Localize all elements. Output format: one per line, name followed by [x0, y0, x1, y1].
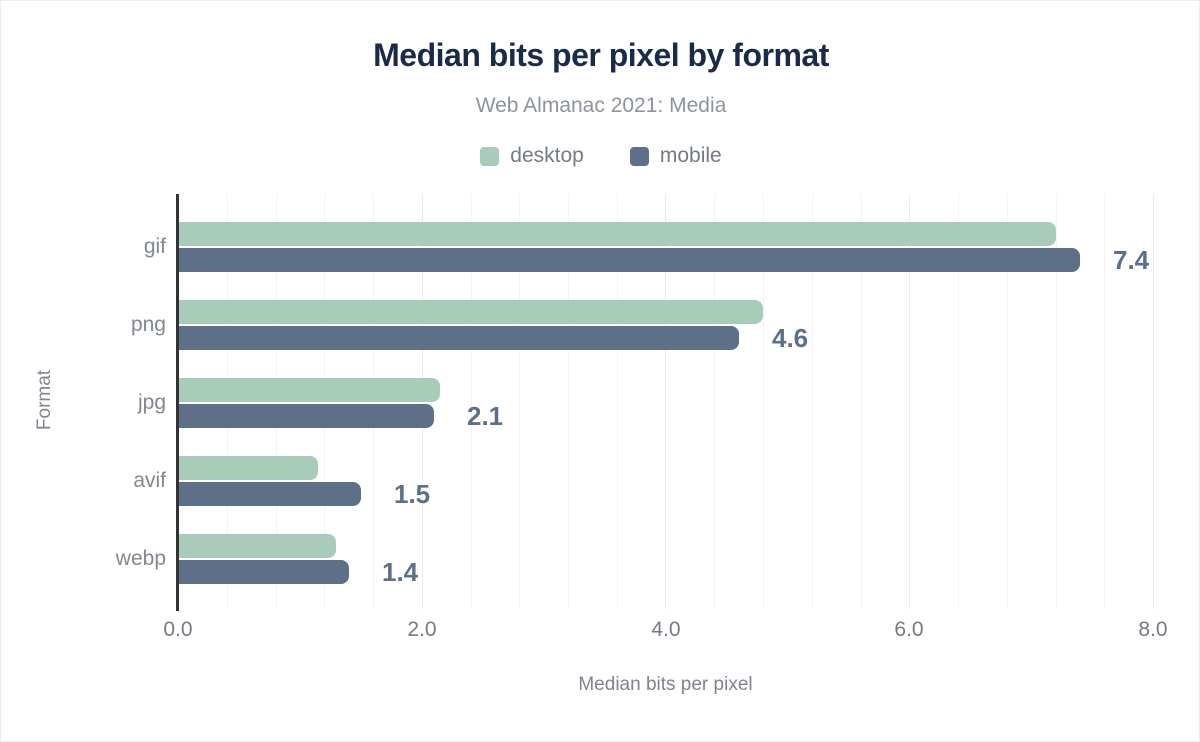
chart-subtitle: Web Almanac 2021: Media [475, 94, 727, 117]
bar-mobile-gif [178, 248, 1080, 272]
gridline-major [909, 194, 910, 609]
gridline-minor [958, 194, 959, 609]
chart-title: Median bits per pixel by format [373, 37, 829, 73]
bar-desktop-avif [178, 456, 318, 480]
gridline-major [665, 194, 666, 609]
gridline-minor [568, 194, 569, 609]
chart-legend: desktop mobile [1, 144, 1199, 168]
bar-mobile-jpg [178, 404, 434, 428]
gridline-minor [763, 194, 764, 609]
value-label-webp: 1.4 [382, 557, 419, 587]
legend-item-desktop: desktop [480, 144, 584, 168]
legend-swatch-desktop [480, 146, 500, 166]
category-label-png: png [130, 313, 166, 336]
legend-label: desktop [510, 144, 584, 167]
gridline-minor [1007, 194, 1008, 609]
gridline-minor [861, 194, 862, 609]
bar-mobile-webp [178, 560, 349, 584]
x-tick-label-4.0: 4.0 [651, 618, 681, 641]
legend-swatch-mobile [629, 146, 649, 166]
category-label-gif: gif [143, 235, 166, 258]
x-tick-label-6.0: 6.0 [894, 618, 924, 641]
bar-desktop-webp [178, 534, 336, 558]
gridline-minor [714, 194, 715, 609]
category-label-avif: avif [133, 469, 166, 492]
bar-mobile-png [178, 326, 739, 350]
bar-mobile-avif [178, 482, 361, 506]
value-label-avif: 1.5 [394, 479, 431, 509]
value-label-png: 4.6 [772, 323, 809, 353]
value-label-jpg: 2.1 [467, 401, 504, 431]
x-tick-label-0.0: 0.0 [163, 618, 193, 641]
gridline-minor [1104, 194, 1105, 609]
gridline-minor [519, 194, 520, 609]
gridline-minor [812, 194, 813, 609]
category-label-webp: webp [115, 547, 166, 570]
gridline-minor [471, 194, 472, 609]
legend-label: mobile [659, 144, 722, 167]
x-tick-label-2.0: 2.0 [407, 618, 437, 641]
x-axis-title: Median bits per pixel [578, 674, 753, 695]
gridline-minor [617, 194, 618, 609]
bar-desktop-jpg [178, 378, 440, 402]
bar-desktop-png [178, 300, 763, 324]
plot-area [178, 194, 1163, 609]
gridline-minor [1056, 194, 1057, 609]
gridline-major [1153, 194, 1154, 609]
legend-item-mobile: mobile [629, 144, 722, 168]
value-label-gif: 7.4 [1113, 245, 1150, 275]
category-label-jpg: jpg [137, 391, 166, 414]
bar-desktop-gif [178, 222, 1056, 246]
x-tick-label-8.0: 8.0 [1138, 618, 1168, 641]
y-axis-line [176, 194, 179, 611]
